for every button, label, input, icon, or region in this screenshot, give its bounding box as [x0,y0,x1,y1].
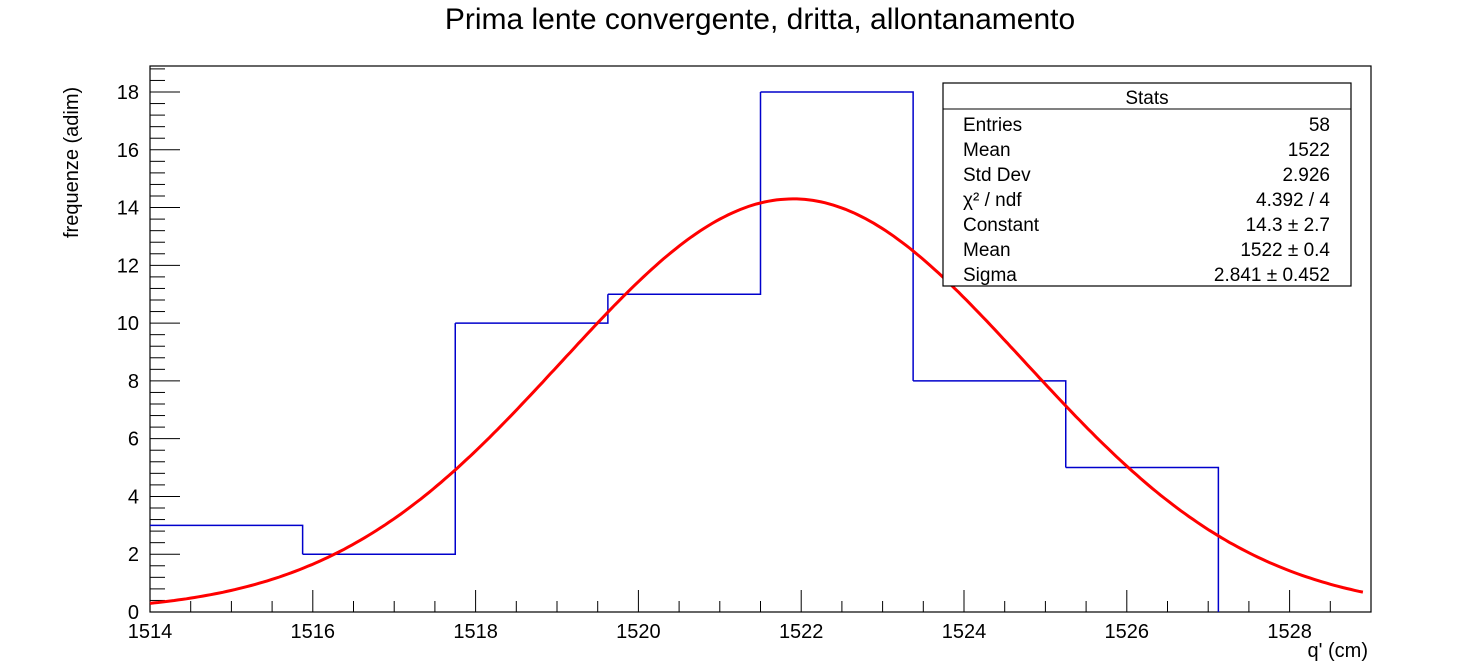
y-tick-label: 8 [128,371,139,393]
stats-box-frame [942,82,1352,287]
y-tick-label: 10 [117,313,139,335]
y-tick-label: 18 [117,82,139,104]
x-tick-label: 1518 [453,621,498,643]
histogram [150,91,1220,612]
y-tick-label: 12 [117,255,139,277]
histogram-bin [760,91,914,381]
x-tick-label: 1514 [128,621,173,643]
x-tick-label: 1528 [1267,621,1312,643]
x-axis-label: q' (cm) [1308,640,1368,662]
y-tick-label: 4 [128,486,139,508]
x-tick-label: 1526 [1105,621,1150,643]
fit-curve-group [149,197,1364,605]
fit-curve [149,197,1364,605]
y-tick-label: 16 [117,140,139,162]
y-tick-label: 14 [117,198,139,220]
stats-value: 4.392 / 4 [1256,190,1330,211]
stats-label: Mean [963,140,1011,161]
histogram-bin [913,380,1067,468]
stats-label: Constant [963,215,1040,236]
x-tick-label: 1516 [291,621,336,643]
stats-label: Entries [963,115,1022,136]
y-tick-label: 2 [128,544,139,566]
histogram-bin [150,524,304,555]
stats-label: Std Dev [963,165,1031,186]
stats-label: χ² / ndf [963,190,1022,211]
axis-ticks: 1514 1516 1518 1520 1522 1524 1526 1528 0 2 4 6 8 10 1… [117,68,1372,643]
y-tick-label: 6 [128,429,139,451]
histogram-bin [302,323,456,555]
stats-value: 14.3 ± 2.7 [1246,215,1330,236]
stats-value: 58 [1309,115,1330,136]
y-tick-label: 0 [128,602,139,624]
stats-value: 2.926 [1282,165,1330,186]
stats-value: 2.841 ± 0.452 [1214,265,1330,286]
x-tick-label: 1520 [616,621,661,643]
stats-value: 1522 [1288,140,1330,161]
stats-box: Stats Entries 58 Mean 1522 Std Dev 2.926… [942,82,1352,287]
x-tick-label: 1524 [942,621,987,643]
histogram-bin [1065,466,1220,612]
stats-title: Stats [1125,88,1168,109]
histogram-bin [607,92,762,295]
stats-value: 1522 ± 0.4 [1240,240,1330,261]
y-axis-label: frequenze (adim) [61,87,83,238]
x-tick-label: 1522 [779,621,824,643]
chart-title: Prima lente convergente, dritta, allonta… [445,3,1075,36]
stats-label: Sigma [963,265,1017,286]
stats-label: Mean [963,240,1011,261]
histogram-bin [455,294,609,324]
